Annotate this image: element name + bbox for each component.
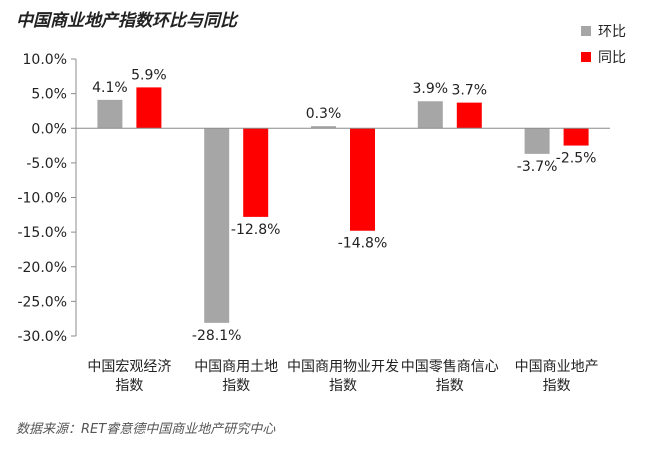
bar-yoy [456,102,482,129]
x-tick-label: 中国商用物业开发 [287,359,399,375]
legend-swatch [581,52,591,62]
data-label: 5.9% [131,67,167,83]
y-tick-label: -20.0% [17,260,67,276]
bar-mom [417,101,443,129]
y-tick-label: 0.0% [31,121,67,137]
data-label: 0.3% [306,106,342,122]
data-label: -3.7% [517,159,558,175]
data-label: -28.1% [192,328,242,344]
bar-mom [204,128,230,323]
y-tick-label: 5.0% [31,87,67,103]
legend-swatch [581,26,591,36]
legend-label: 同比 [598,50,626,66]
bars [76,87,610,323]
data-label: 3.7% [452,83,488,99]
bar-yoy [243,128,269,217]
bar-yoy [563,128,589,146]
y-tick-label: 10.0% [23,52,67,68]
y-tick-label: -15.0% [17,225,67,241]
y-tick-label: -30.0% [17,329,67,345]
legend-label: 环比 [598,24,626,40]
y-tick-label: -25.0% [17,294,67,310]
chart-title: 中国商业地产指数环比与同比 [16,11,237,31]
bar-mom [311,126,336,129]
x-tick-label: 中国商业地产 [515,359,599,375]
x-tick-label: 指数 [329,378,357,394]
x-tick-label: 指数 [222,378,250,394]
x-tick-label: 中国宏观经济 [87,359,171,375]
y-tick-label: -5.0% [26,156,67,172]
data-label: 3.9% [413,81,449,97]
data-label: -14.8% [338,236,388,252]
x-tick-label: 指数 [543,378,571,394]
data-label: -12.8% [231,222,281,238]
x-tick-label: 中国零售商信心 [401,359,499,375]
bar-mom [97,99,123,129]
bar-yoy [350,128,375,231]
source-note: 数据来源：RET睿意德中国商业地产研究中心 [16,422,276,437]
x-axis-labels: 中国宏观经济指数中国商用土地指数中国商用物业开发指数中国零售商信心指数中国商业地… [87,359,598,394]
x-tick-label: 指数 [436,378,464,394]
x-tick-label: 指数 [115,378,143,394]
x-tick-label: 中国商用土地 [194,359,278,375]
bar-yoy [136,87,162,129]
data-label: 4.1% [92,80,128,96]
y-axis: 10.0% 5.0% 0.0% -5.0% -10.0% -15.0% -20.0% -25.… [17,52,77,345]
y-tick-label: -10.0% [17,191,67,207]
data-labels: 4.1%5.9% -28.1% -12.8% 0.3% -14.8% 3.9% 3.7% -3… [92,67,596,343]
bar-mom [524,128,550,154]
data-label: -2.5% [556,151,597,167]
